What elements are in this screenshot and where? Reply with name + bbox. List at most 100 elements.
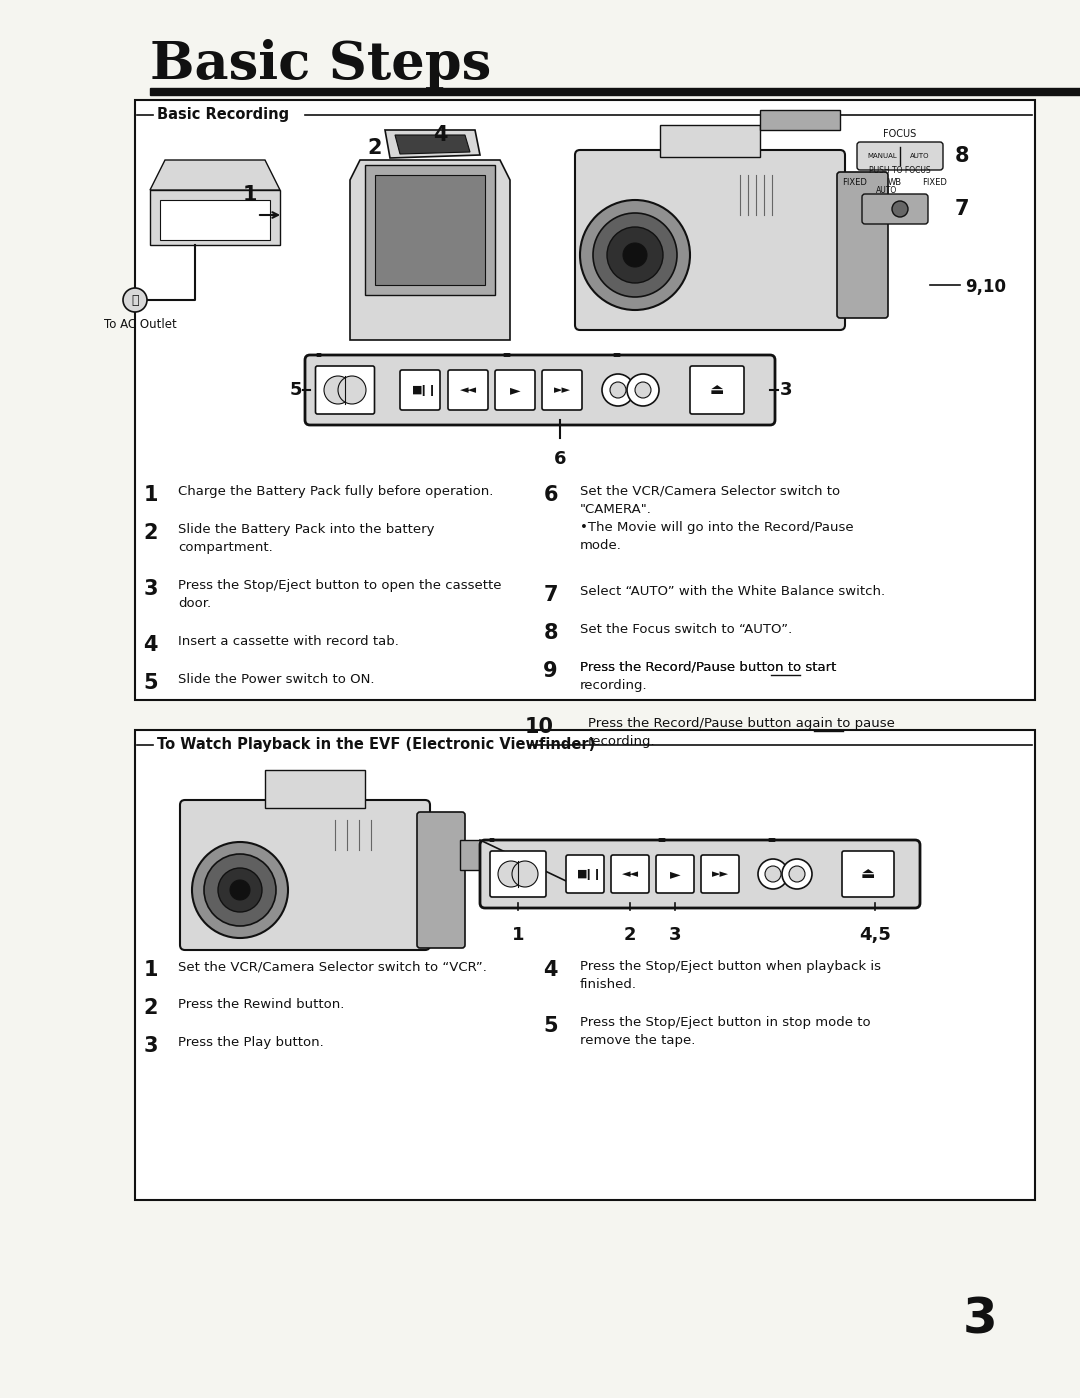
Text: 4,5: 4,5 bbox=[859, 925, 891, 944]
Circle shape bbox=[770, 837, 774, 842]
Circle shape bbox=[772, 837, 777, 842]
Text: ⏏: ⏏ bbox=[710, 383, 725, 397]
Text: 3: 3 bbox=[780, 382, 793, 398]
Text: 1: 1 bbox=[243, 185, 257, 206]
Circle shape bbox=[503, 354, 507, 356]
FancyBboxPatch shape bbox=[858, 143, 943, 171]
Text: compartment.: compartment. bbox=[178, 541, 273, 554]
Text: AUTO: AUTO bbox=[876, 186, 897, 194]
Circle shape bbox=[765, 865, 781, 882]
Text: Insert a cassette with record tab.: Insert a cassette with record tab. bbox=[178, 635, 399, 649]
FancyBboxPatch shape bbox=[542, 370, 582, 410]
Text: 8: 8 bbox=[955, 145, 970, 166]
Circle shape bbox=[338, 376, 366, 404]
Text: ►►: ►► bbox=[554, 384, 570, 396]
Text: ❙❙: ❙❙ bbox=[419, 384, 437, 396]
Bar bbox=[265, 770, 365, 808]
Text: FIXED: FIXED bbox=[842, 178, 867, 187]
Text: Press the Rewind button.: Press the Rewind button. bbox=[178, 998, 345, 1011]
FancyBboxPatch shape bbox=[862, 194, 928, 224]
FancyBboxPatch shape bbox=[495, 370, 535, 410]
Text: MANUAL: MANUAL bbox=[867, 152, 896, 159]
Bar bbox=[660, 124, 760, 157]
Bar bbox=[365, 165, 495, 295]
FancyBboxPatch shape bbox=[575, 150, 845, 330]
Circle shape bbox=[627, 375, 659, 405]
Text: 1: 1 bbox=[144, 485, 158, 505]
Circle shape bbox=[498, 861, 524, 886]
Text: To Watch Playback in the EVF (Electronic Viewfinder): To Watch Playback in the EVF (Electronic… bbox=[157, 738, 595, 752]
Text: ⏏: ⏏ bbox=[861, 867, 875, 882]
Circle shape bbox=[324, 376, 352, 404]
Circle shape bbox=[662, 837, 666, 842]
Text: Press the Stop/Eject button to open the cassette: Press the Stop/Eject button to open the … bbox=[178, 579, 501, 591]
Circle shape bbox=[512, 861, 538, 886]
Polygon shape bbox=[395, 136, 470, 154]
Bar bbox=[460, 840, 480, 870]
Text: Slide the Power switch to ON.: Slide the Power switch to ON. bbox=[178, 672, 375, 686]
Circle shape bbox=[318, 354, 322, 356]
Circle shape bbox=[507, 354, 511, 356]
Text: 7: 7 bbox=[955, 199, 970, 219]
FancyBboxPatch shape bbox=[837, 172, 888, 317]
Circle shape bbox=[602, 375, 634, 405]
Text: Basic Recording: Basic Recording bbox=[157, 108, 289, 123]
Circle shape bbox=[230, 879, 249, 900]
Text: Ⓞ: Ⓞ bbox=[132, 294, 138, 306]
Text: 3: 3 bbox=[144, 1036, 158, 1055]
Text: Press the Record/Pause button to start: Press the Record/Pause button to start bbox=[580, 661, 836, 674]
FancyBboxPatch shape bbox=[400, 370, 440, 410]
Circle shape bbox=[617, 354, 621, 356]
Text: Set the VCR/Camera Selector switch to: Set the VCR/Camera Selector switch to bbox=[580, 485, 840, 498]
Circle shape bbox=[789, 865, 805, 882]
Circle shape bbox=[491, 837, 495, 842]
Circle shape bbox=[892, 201, 908, 217]
Polygon shape bbox=[384, 130, 480, 158]
Text: 9: 9 bbox=[543, 661, 558, 681]
Text: Charge the Battery Pack fully before operation.: Charge the Battery Pack fully before ope… bbox=[178, 485, 494, 498]
Bar bbox=[150, 88, 1080, 95]
Circle shape bbox=[660, 837, 664, 842]
Circle shape bbox=[758, 858, 788, 889]
Text: 3: 3 bbox=[962, 1296, 997, 1343]
Text: ◄◄: ◄◄ bbox=[459, 384, 476, 396]
Text: Press the Record/Pause button again to pause: Press the Record/Pause button again to p… bbox=[588, 717, 895, 730]
Text: 8: 8 bbox=[543, 624, 558, 643]
FancyBboxPatch shape bbox=[315, 366, 375, 414]
Text: Select “AUTO” with the White Balance switch.: Select “AUTO” with the White Balance swi… bbox=[580, 584, 886, 598]
Text: 5: 5 bbox=[144, 672, 158, 693]
Text: door.: door. bbox=[178, 597, 211, 610]
Text: Set the VCR/Camera Selector switch to “VCR”.: Set the VCR/Camera Selector switch to “V… bbox=[178, 960, 487, 973]
Text: 4: 4 bbox=[144, 635, 158, 656]
Circle shape bbox=[635, 382, 651, 398]
Text: recording.: recording. bbox=[588, 735, 656, 748]
FancyBboxPatch shape bbox=[566, 856, 604, 893]
Circle shape bbox=[505, 354, 509, 356]
Circle shape bbox=[607, 226, 663, 282]
Bar bbox=[150, 190, 280, 245]
Circle shape bbox=[192, 842, 288, 938]
FancyBboxPatch shape bbox=[305, 355, 775, 425]
Text: FOCUS: FOCUS bbox=[883, 129, 917, 138]
Circle shape bbox=[610, 382, 626, 398]
Text: 5: 5 bbox=[543, 1016, 558, 1036]
Text: ►: ► bbox=[670, 867, 680, 881]
Text: FIXED: FIXED bbox=[922, 178, 947, 187]
Bar bbox=[760, 110, 840, 130]
Text: 2: 2 bbox=[144, 523, 158, 542]
FancyBboxPatch shape bbox=[690, 366, 744, 414]
FancyBboxPatch shape bbox=[417, 812, 465, 948]
Text: 2: 2 bbox=[368, 138, 382, 158]
Text: PUSH TO FOCUS: PUSH TO FOCUS bbox=[869, 166, 931, 175]
Text: finished.: finished. bbox=[580, 979, 637, 991]
FancyBboxPatch shape bbox=[448, 370, 488, 410]
Text: •The Movie will go into the Record/Pause: •The Movie will go into the Record/Pause bbox=[580, 521, 853, 534]
FancyBboxPatch shape bbox=[656, 856, 694, 893]
Text: Press the Play button.: Press the Play button. bbox=[178, 1036, 324, 1048]
Text: 6: 6 bbox=[543, 485, 558, 505]
Circle shape bbox=[623, 243, 647, 267]
Text: 4: 4 bbox=[543, 960, 558, 980]
Circle shape bbox=[316, 354, 320, 356]
Circle shape bbox=[658, 837, 662, 842]
Text: 3: 3 bbox=[669, 925, 681, 944]
